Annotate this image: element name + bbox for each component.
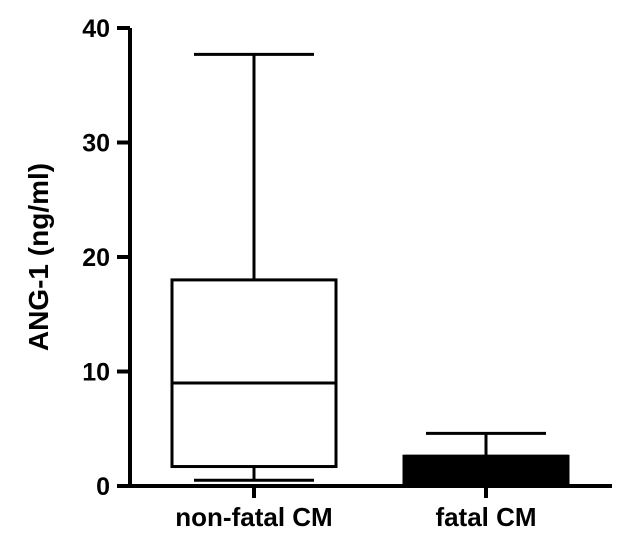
y-axis-title: ANG-1 (ng/ml) [23,163,54,351]
y-tick-label: 30 [82,130,110,158]
x-tick-label: non-fatal CM [175,502,332,532]
box-group [170,52,338,482]
y-tick-label: 20 [82,244,110,272]
box-group [402,431,570,488]
x-axis: non-fatal CM fatal CM [128,484,612,532]
y-tick-label: 10 [82,359,110,387]
y-axis: 0 10 20 30 40 [82,15,132,501]
box-iqr [170,278,338,469]
box-iqr [402,454,570,488]
y-tick-label: 0 [96,473,110,501]
x-tick-label: fatal CM [435,502,536,532]
box-series [170,52,570,488]
y-tick-label: 40 [82,15,110,43]
